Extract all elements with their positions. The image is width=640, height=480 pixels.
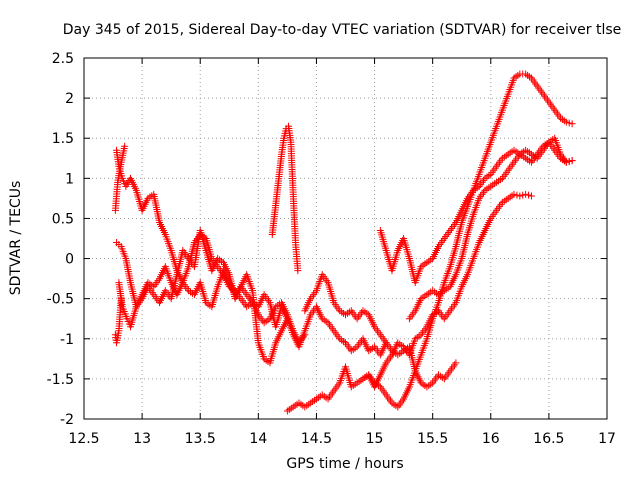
series-sat-G: [283, 190, 535, 415]
series-sat-K: [405, 134, 576, 323]
y-tick-labels: -2 -1.5 -1 -0.5 0 0.5 1 1.5 2 2.5: [47, 51, 74, 428]
data-point: [121, 142, 129, 150]
data-point: [562, 118, 570, 126]
axis-ticks: [83, 57, 608, 420]
y-tick-label: 1: [65, 171, 74, 187]
x-tick-label: 15: [366, 431, 384, 447]
data-point: [522, 190, 530, 198]
y-axis-label: SDTVAR / TECUs: [8, 181, 24, 296]
x-axis-label: GPS time / hours: [286, 456, 403, 472]
series-sat-I: [359, 70, 576, 411]
y-tick-label: -1: [60, 332, 74, 348]
data-point: [294, 267, 302, 275]
data-point: [568, 157, 576, 165]
series-sat-D: [111, 142, 129, 214]
x-tick-label: 12.5: [68, 431, 99, 447]
plot-frame: [83, 57, 608, 420]
x-tick-label: 17: [598, 431, 616, 447]
x-tick-label: 14: [249, 431, 267, 447]
x-tick-label: 16: [482, 431, 500, 447]
y-tick-label: 1.5: [52, 131, 74, 147]
y-tick-label: 2.5: [52, 51, 74, 67]
x-tick-label: 13.5: [185, 431, 216, 447]
data-point: [510, 190, 518, 198]
data-point: [283, 315, 291, 323]
data-point: [562, 158, 570, 166]
x-tick-labels: 12.5 13 13.5 14 14.5 15 15.5 16 16.5 17: [68, 431, 616, 447]
data-point: [452, 359, 460, 367]
series-sat-C: [113, 146, 291, 367]
x-tick-label: 15.5: [417, 431, 448, 447]
data-point: [568, 120, 576, 128]
series-sat-E: [111, 295, 125, 347]
x-tick-label: 13: [133, 431, 151, 447]
data-point: [565, 119, 573, 127]
data-point: [117, 295, 125, 303]
series-sat-H: [301, 271, 460, 391]
y-tick-label: -1.5: [47, 372, 74, 388]
x-tick-label: 14.5: [301, 431, 332, 447]
data-points: [111, 70, 576, 415]
y-tick-label: 2: [65, 91, 74, 107]
y-tick-label: -2: [60, 412, 74, 428]
data-point: [527, 192, 535, 200]
y-tick-label: -0.5: [47, 292, 74, 308]
data-point: [565, 157, 573, 165]
data-point: [525, 191, 533, 199]
data-point: [516, 192, 524, 200]
y-tick-label: 0.5: [52, 211, 74, 227]
chart-title: Day 345 of 2015, Sidereal Day-to-day VTE…: [63, 22, 622, 38]
y-tick-label: 0: [65, 252, 74, 268]
grid-lines: [84, 58, 607, 419]
series-sat-F: [268, 122, 302, 275]
x-tick-label: 16.5: [533, 431, 564, 447]
data-point: [301, 331, 309, 339]
